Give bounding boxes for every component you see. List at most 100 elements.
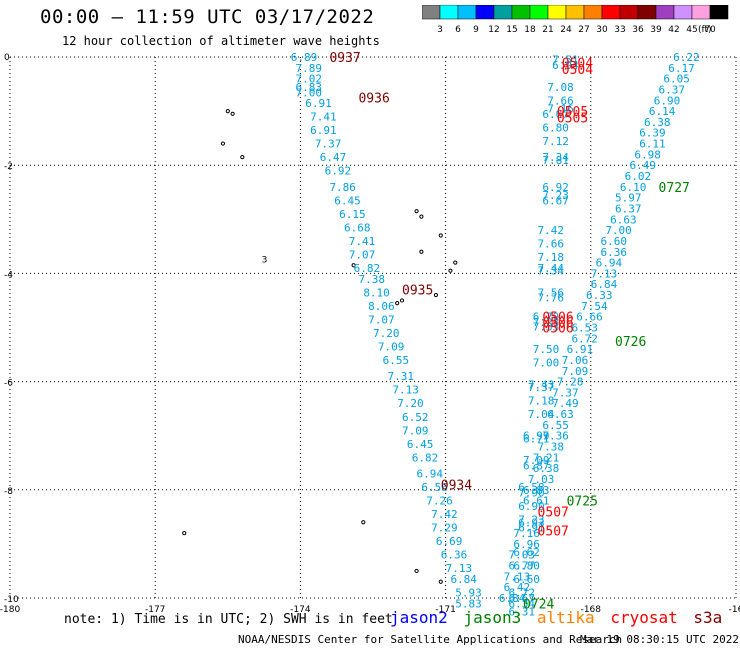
swh-value: 6.61 <box>523 495 550 508</box>
generation-timestamp: Mar 19 08:30:15 UTC 2022 <box>580 633 739 646</box>
swh-value: 7.37 <box>552 386 579 399</box>
x-tick-label: -177 <box>145 605 165 615</box>
swh-value: 7.33 <box>533 320 560 333</box>
pass-time-label: 0506 <box>542 322 573 337</box>
colorbar-swatch <box>709 5 729 20</box>
swh-value: 6.49 <box>630 159 657 172</box>
island-outline <box>361 520 366 525</box>
y-tick-label: -2 <box>4 162 13 172</box>
swh-value: 7.31 <box>388 370 415 383</box>
swh-value: 6.38 <box>644 116 671 129</box>
swh-value: 6.94 <box>417 468 444 481</box>
swh-value: 6.87 <box>523 459 550 472</box>
swh-value: 6.96 <box>513 538 540 551</box>
swh-value: 7.06 <box>562 354 589 367</box>
x-tick-label: -171 <box>435 605 455 615</box>
footnote: note: 1) Time is in UTC; 2) SWH is in fe… <box>64 612 393 627</box>
chart-subtitle: 12 hour collection of altimeter wave hei… <box>62 34 380 48</box>
swh-value: 6.31 <box>509 606 536 619</box>
island-outline <box>395 301 400 306</box>
swh-value: 7.16 <box>547 102 574 115</box>
swh-value: 6.05 <box>663 73 690 86</box>
pass-time-label: 0505 <box>557 105 588 120</box>
swh-value: 6.14 <box>649 105 676 118</box>
swh-value: 6.45 <box>407 438 434 451</box>
y-tick-label: -10 <box>4 595 19 605</box>
swh-value: 6.69 <box>436 535 463 548</box>
swh-value: 6.47 <box>320 151 347 164</box>
pass-time-label: 0506 <box>542 311 573 326</box>
swh-value: 6.55 <box>383 354 410 367</box>
colorbar-unit: (ft) <box>698 25 712 35</box>
swh-value: 7.09 <box>562 365 589 378</box>
island-outline <box>230 111 235 116</box>
swh-value: 6.55 <box>542 419 569 432</box>
island-outline <box>453 260 458 265</box>
swh-value: 6.02 <box>625 170 652 183</box>
island-outline <box>220 141 226 146</box>
legend-jason2: jason2 <box>390 608 448 627</box>
swh-value: 7.09 <box>523 454 550 467</box>
swh-value: 6.33 <box>586 289 613 302</box>
swh-value: 5.97 <box>615 192 642 205</box>
swh-value: 6.91 <box>305 97 332 110</box>
colorbar-label: 36 <box>632 25 644 35</box>
swh-value: 7.43 <box>528 378 555 391</box>
swh-value: 6.84 <box>450 573 477 586</box>
swh-value: 7.03 <box>528 473 555 486</box>
swh-value: 7.18 <box>528 395 555 408</box>
colorbar-label: 30 <box>596 25 608 35</box>
swh-value: 7.36 <box>542 430 569 443</box>
swh-value: 6.94 <box>596 257 623 270</box>
island-outline <box>419 249 424 254</box>
swh-value: 6.90 <box>654 94 681 107</box>
swh-value: 7.13 <box>446 562 473 575</box>
legend-cryosat: cryosat <box>610 608 678 627</box>
colorbar-label: 24 <box>560 25 572 35</box>
swh-value: 7.00 <box>296 87 323 100</box>
swh-value: 6.22 <box>673 51 700 64</box>
swh-value: 6.72 <box>509 587 536 600</box>
swh-value: 7.41 <box>349 235 376 248</box>
swh-value: 6.92 <box>542 181 569 194</box>
swh-value: 7.54 <box>581 300 608 313</box>
swh-value: 6.90 <box>518 500 545 513</box>
swh-value: 6.89 <box>291 51 318 64</box>
swh-value: 7.13 <box>504 570 531 583</box>
swh-value: 7.76 <box>538 292 565 305</box>
colorbar-label: 33 <box>614 25 625 35</box>
swh-value: 6.67 <box>509 592 536 605</box>
swh-value: 5.93 <box>455 587 482 600</box>
swh-value: 7.66 <box>547 94 574 107</box>
pass-time-label: 0937 <box>329 51 360 66</box>
swh-value: 7.12 <box>542 135 569 148</box>
swh-value: 6.83 <box>296 81 323 94</box>
x-tick-label: -180 <box>0 605 20 615</box>
swh-value: 7.89 <box>296 62 323 75</box>
swh-value: 6.83 <box>523 484 550 497</box>
island-outline <box>414 209 419 214</box>
island-outline <box>419 214 424 219</box>
colorbar-label: 70 <box>704 25 716 35</box>
island-outline <box>438 579 443 584</box>
pass-time-label: 0936 <box>358 92 389 107</box>
swh-value: 7.07 <box>349 248 376 261</box>
swh-value: 6.56 <box>421 481 448 494</box>
swh-value: 6.60 <box>600 235 627 248</box>
pass-time-label: 0935 <box>402 284 433 299</box>
swh-value: 6.42 <box>504 581 531 594</box>
swh-value: 6.58 <box>518 481 545 494</box>
swh-value: 6.34 <box>509 597 536 610</box>
colorbar-label: 27 <box>578 25 589 35</box>
swh-value: 6.94 <box>552 59 579 72</box>
swh-value: 7.86 <box>329 181 356 194</box>
pass-time-label: 0507 <box>538 524 569 539</box>
swh-value: 7.38 <box>538 441 565 454</box>
swh-value: 6.93 <box>518 516 545 529</box>
swh-value: 8.10 <box>363 286 390 299</box>
swh-value: 8.06 <box>368 300 395 313</box>
swh-value: 6.38 <box>533 462 560 475</box>
swh-value: 6.80 <box>542 121 569 134</box>
swh-value: 7.08 <box>547 81 574 94</box>
y-tick-label: -8 <box>4 487 13 497</box>
